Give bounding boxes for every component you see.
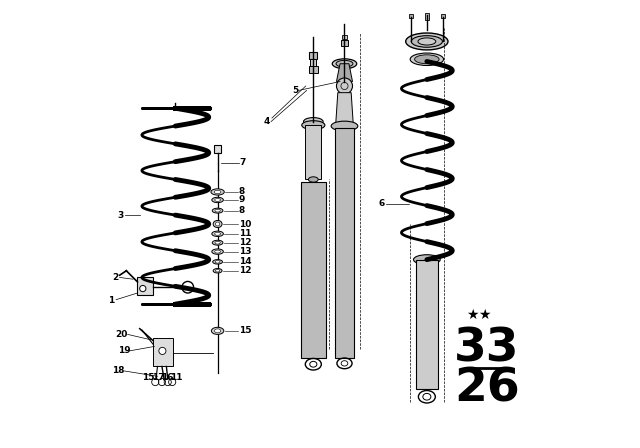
Ellipse shape — [212, 231, 223, 237]
FancyBboxPatch shape — [214, 145, 221, 153]
FancyBboxPatch shape — [441, 14, 445, 18]
Ellipse shape — [214, 233, 221, 235]
Text: 8: 8 — [239, 206, 245, 215]
Circle shape — [159, 347, 166, 354]
Text: 6: 6 — [378, 199, 385, 208]
Circle shape — [140, 285, 146, 292]
Ellipse shape — [331, 121, 358, 131]
Polygon shape — [416, 260, 438, 389]
Ellipse shape — [212, 240, 223, 245]
Text: 4: 4 — [264, 117, 270, 126]
Text: 13: 13 — [239, 247, 252, 256]
Ellipse shape — [336, 60, 353, 67]
Ellipse shape — [412, 36, 442, 47]
Ellipse shape — [211, 327, 224, 334]
Text: 17: 17 — [152, 373, 165, 382]
Circle shape — [337, 78, 353, 94]
Ellipse shape — [215, 241, 220, 244]
Polygon shape — [138, 277, 153, 295]
Ellipse shape — [301, 121, 325, 129]
Ellipse shape — [211, 189, 224, 195]
Text: 11: 11 — [170, 373, 183, 382]
Text: 5: 5 — [292, 86, 299, 95]
Text: 19: 19 — [118, 346, 131, 355]
Ellipse shape — [215, 261, 220, 263]
Polygon shape — [335, 93, 353, 126]
Text: ★: ★ — [467, 308, 479, 322]
Polygon shape — [335, 128, 355, 358]
Text: 15: 15 — [239, 326, 252, 336]
Ellipse shape — [212, 208, 223, 213]
Ellipse shape — [415, 55, 439, 64]
Text: 18: 18 — [112, 366, 125, 375]
Polygon shape — [153, 337, 173, 366]
Ellipse shape — [212, 197, 223, 202]
Text: ★: ★ — [479, 308, 491, 322]
Text: 20: 20 — [116, 330, 128, 339]
Text: 8: 8 — [239, 187, 245, 196]
FancyBboxPatch shape — [309, 66, 318, 73]
Ellipse shape — [413, 255, 440, 264]
Ellipse shape — [216, 270, 220, 272]
Ellipse shape — [303, 117, 323, 125]
Text: 7: 7 — [240, 158, 246, 167]
Text: 2: 2 — [112, 273, 118, 282]
Ellipse shape — [406, 33, 448, 50]
Ellipse shape — [212, 260, 223, 264]
Ellipse shape — [214, 190, 221, 194]
Text: 11: 11 — [239, 229, 252, 238]
FancyBboxPatch shape — [342, 35, 347, 39]
FancyBboxPatch shape — [310, 59, 316, 66]
Text: 12: 12 — [239, 238, 252, 247]
Text: 3: 3 — [117, 211, 124, 220]
Ellipse shape — [410, 53, 444, 65]
Ellipse shape — [213, 268, 222, 273]
Ellipse shape — [332, 59, 356, 69]
FancyBboxPatch shape — [309, 52, 317, 59]
Text: 10: 10 — [239, 220, 252, 228]
Ellipse shape — [212, 249, 223, 254]
Polygon shape — [337, 64, 353, 82]
Text: 14: 14 — [239, 257, 252, 267]
Text: 1: 1 — [109, 296, 115, 305]
Ellipse shape — [215, 209, 220, 212]
Ellipse shape — [308, 177, 318, 182]
Ellipse shape — [216, 222, 220, 226]
Text: 33: 33 — [454, 326, 520, 371]
Polygon shape — [305, 125, 321, 180]
FancyBboxPatch shape — [408, 14, 413, 18]
Ellipse shape — [214, 329, 221, 333]
Text: 26: 26 — [454, 366, 520, 411]
Ellipse shape — [214, 250, 221, 253]
Text: 12: 12 — [239, 266, 252, 275]
Text: 16: 16 — [161, 373, 174, 382]
Ellipse shape — [214, 198, 221, 202]
Ellipse shape — [418, 38, 436, 45]
Text: 15: 15 — [142, 373, 155, 382]
Polygon shape — [301, 182, 326, 358]
Ellipse shape — [213, 220, 222, 228]
FancyBboxPatch shape — [341, 40, 348, 46]
Text: 9: 9 — [239, 195, 245, 204]
FancyBboxPatch shape — [424, 13, 429, 20]
